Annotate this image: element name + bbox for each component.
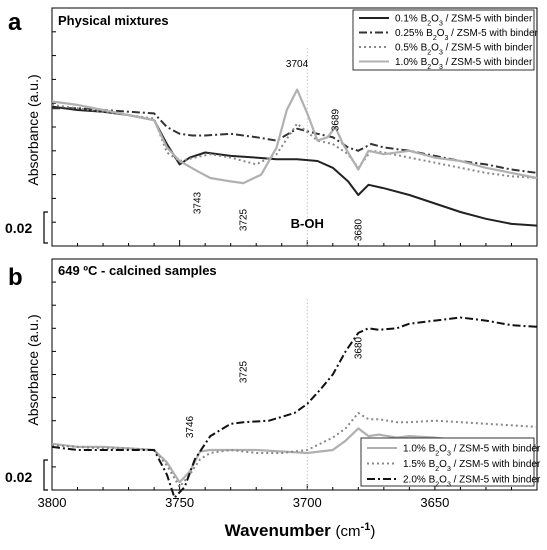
panel-b-letter: b <box>8 264 23 291</box>
panel-a-annotation-3689: 3689 <box>330 108 341 131</box>
x-axis-title-unit: (cm <box>336 523 361 540</box>
panel-b-series-line-3 <box>51 316 538 499</box>
panel-b-series-line-2 <box>51 412 538 488</box>
panel-b-annotations: 3746 3725 3680 <box>185 336 364 438</box>
x-axis-title-unit-close: ) <box>370 523 375 540</box>
x-axis-title-unit-sup: -1 <box>361 521 371 533</box>
x-tick-label-3650: 3650 <box>420 495 449 510</box>
panel-a: a Physical mixtures Absorbance (a.u.) 37… <box>5 7 539 247</box>
panel-a-title: Physical mixtures <box>58 13 169 28</box>
x-tick-label-3800: 3800 <box>38 495 67 510</box>
panel-a-annotation-b-oh: B-OH <box>291 216 324 231</box>
panel-b-title: 649 ºC - calcined samples <box>58 263 217 278</box>
x-tick-label-3700: 3700 <box>293 495 322 510</box>
panel-a-legend-label-1: 0.1% B2O3 / ZSM-5 with binder <box>395 14 533 28</box>
panel-b-ylabel: Absorbance (a.u.) <box>25 314 41 425</box>
panel-a-series-line-3 <box>51 103 538 179</box>
panel-a-legend-label-4: 1.0% B2O3 / ZSM-5 with binder <box>395 57 533 71</box>
panel-a-ticks <box>51 31 538 246</box>
panel-a-series-line-1 <box>51 105 538 227</box>
panel-a-scale-bracket <box>43 211 48 244</box>
panel-a-series-group <box>51 88 538 227</box>
panel-a-legend-label-3: 0.5% B2O3 / ZSM-5 with binder <box>395 43 533 57</box>
panel-a-series-line-2 <box>52 107 538 174</box>
panel-a-annotation-3743: 3743 <box>193 191 204 214</box>
panel-b-annotation-3725: 3725 <box>238 360 249 383</box>
panel-b-scale-bar: 0.02 <box>5 459 48 491</box>
panel-b-legend-label-1: 1.0% B2O3 / ZSM-5 with binder <box>403 444 541 458</box>
panel-b-scale-label: 0.02 <box>5 469 32 485</box>
panel-a-legend-label-2: 0.25% B2O3 / ZSM-5 with binder <box>395 28 539 42</box>
panel-a-series-line-4 <box>51 88 538 185</box>
panel-a-annotations: 3743 3725 3704 3689 3680 B-OH <box>193 59 365 241</box>
panel-b-series-group <box>51 316 538 499</box>
x-axis-title-main: Wavenumber <box>225 521 332 540</box>
panel-b-annotation-3746: 3746 <box>185 415 196 438</box>
panel-a-annotation-3704: 3704 <box>286 59 309 70</box>
panel-a-scale-bar: 0.02 <box>5 211 48 244</box>
panel-b-annotation-3680: 3680 <box>353 336 364 359</box>
panel-b-legend-label-3: 2.0% B2O3 / ZSM-5 with binder <box>403 475 541 489</box>
panel-a-legend-box <box>352 9 535 71</box>
panel-b-scale-bracket <box>43 459 48 491</box>
panel-a-scale-label: 0.02 <box>5 220 32 236</box>
panel-b-legend-label-2: 1.5% B2O3 / ZSM-5 with binder <box>403 459 541 473</box>
x-tick-label-3750: 3750 <box>165 495 194 510</box>
panel-a-annotation-3680: 3680 <box>353 218 364 241</box>
panel-a-annotation-3725: 3725 <box>238 208 249 231</box>
x-tick-labels: 3800 3750 3700 3650 <box>38 495 450 510</box>
panel-a-ylabel: Absorbance (a.u.) <box>25 74 41 185</box>
x-axis-title: Wavenumber (cm-1) <box>225 521 376 540</box>
panel-a-letter: a <box>8 9 22 36</box>
panel-b: b 649 ºC - calcined samples Absorbance (… <box>5 258 541 499</box>
panel-b-ticks <box>51 281 538 490</box>
